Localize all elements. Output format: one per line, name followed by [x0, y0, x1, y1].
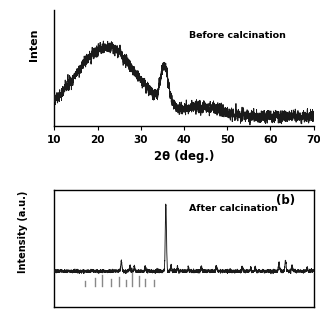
Y-axis label: Inten: Inten — [29, 28, 39, 61]
Text: After calcination: After calcination — [189, 204, 278, 213]
Text: (b): (b) — [276, 194, 295, 207]
Y-axis label: Intensity (a.u.): Intensity (a.u.) — [19, 190, 28, 273]
X-axis label: 2θ (deg.): 2θ (deg.) — [154, 149, 214, 163]
Text: Before calcination: Before calcination — [189, 31, 286, 40]
